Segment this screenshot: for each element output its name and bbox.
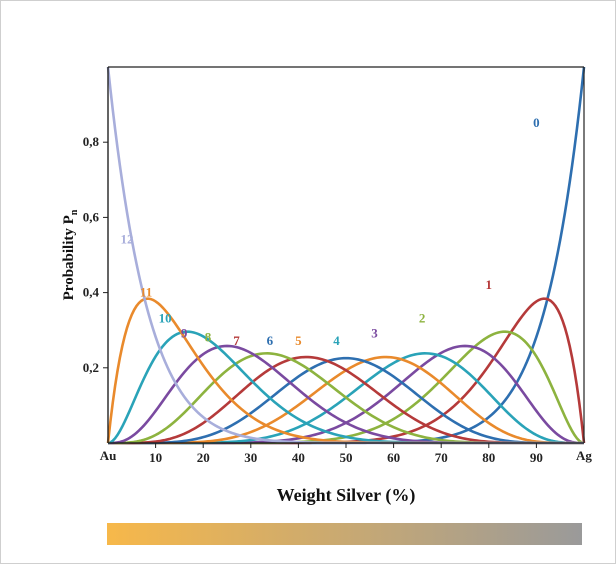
x-tick-label: 90 [530,450,543,465]
y-axis-title-group: Probability Pn [61,209,80,300]
curve-label-9: 9 [181,326,188,341]
curve-label-12: 12 [121,232,134,247]
y-axis-title: Probability Pn [61,209,80,300]
x-tick-label: 30 [244,450,257,465]
curve-label-8: 8 [205,329,212,344]
y-axis-title-main: Probability P [61,215,77,300]
curve-label-4: 4 [333,333,340,348]
curve-label-5: 5 [295,333,302,348]
ticks: 10 20 30 40 50 60 70 80 90 0,2 0,4 0,6 0,8 [83,134,543,465]
y-tick-label: 0,4 [83,285,100,300]
x-tick-label: 20 [197,450,210,465]
curve-label-0: 0 [533,115,540,130]
curve-label-3: 3 [371,326,378,341]
x-axis-title: Weight Silver (%) [277,485,416,506]
curves [106,66,586,445]
series-8-curve [108,352,584,445]
y-tick-label: 0,6 [83,209,100,224]
x-tick-label: 50 [340,450,353,465]
curve-label-6: 6 [267,333,274,348]
x-tick-label: 10 [149,450,162,465]
x-tick-label: 80 [482,450,495,465]
series-6-curve [108,356,584,445]
curve-label-11: 11 [140,284,152,299]
curve-label-7: 7 [233,333,240,348]
series-7-curve [108,355,584,445]
color-gradient-bar [107,523,582,545]
x-axis-left-end-label: Au [100,448,117,463]
x-tick-label: 40 [292,450,305,465]
series-9-curve [107,344,584,445]
x-tick-label: 60 [387,450,400,465]
curve-label-2: 2 [419,311,426,326]
series-12-curve [106,66,584,445]
y-tick-label: 0,8 [83,134,100,149]
series-3-curve [108,344,585,445]
series-0-curve [108,66,586,445]
curve-label-10: 10 [159,311,172,326]
curve-label-1: 1 [486,277,493,292]
x-tick-label: 70 [435,450,448,465]
y-tick-label: 0,2 [83,360,99,375]
y-axis-title-subscript: n [69,209,80,215]
x-axis-right-end-label: Ag [576,448,592,463]
axes [107,66,585,444]
